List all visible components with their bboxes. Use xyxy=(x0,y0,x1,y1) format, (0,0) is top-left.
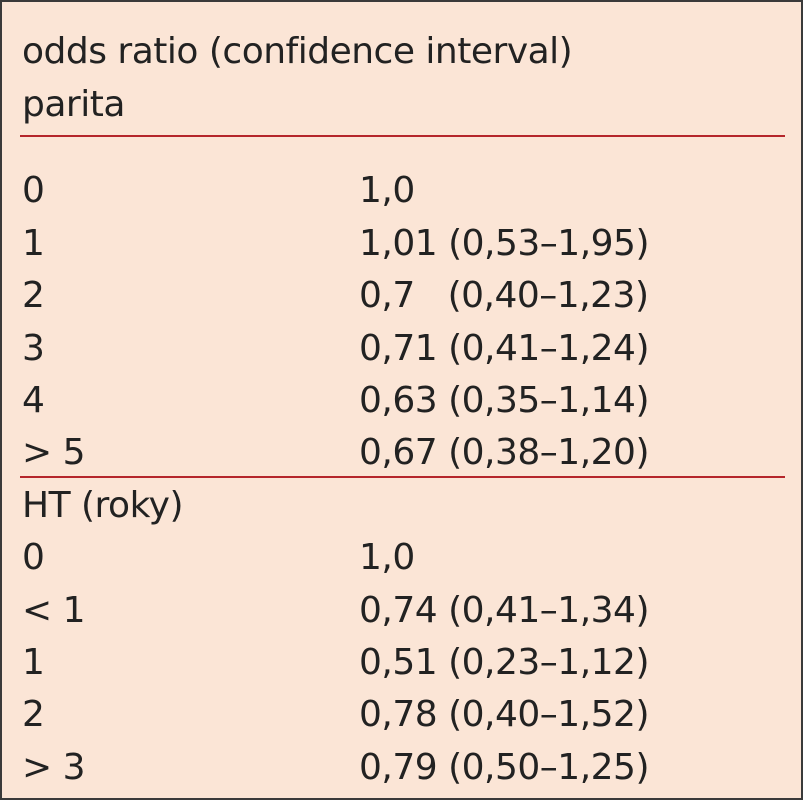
row-label: > 5 xyxy=(22,432,86,474)
row-value: 0,67 (0,38–1,20) xyxy=(359,432,650,474)
row-value: 0,79 (0,50–1,25) xyxy=(359,746,650,788)
table-title: odds ratio (confidence interval) xyxy=(22,31,573,72)
row-value: 0,78 (0,40–1,52) xyxy=(359,694,650,736)
row-value: 0,7 (0,40–1,23) xyxy=(359,275,649,317)
row-label: 2 xyxy=(22,275,45,317)
row-value: 1,0 xyxy=(359,170,415,212)
section-title: parita xyxy=(22,84,125,125)
row-value: 1,0 xyxy=(359,537,415,579)
row-label: 3 xyxy=(22,327,45,369)
row-label: < 1 xyxy=(22,589,86,631)
row-value: 1,01 (0,53–1,95) xyxy=(359,222,650,264)
row-label: 4 xyxy=(22,380,45,421)
row-value: 0,74 (0,41–1,34) xyxy=(359,589,650,631)
row-value: 0,71 (0,41–1,24) xyxy=(359,327,650,369)
row-label: > 3 xyxy=(22,746,86,788)
row-label: 2 xyxy=(22,694,45,736)
row-label: 0 xyxy=(22,537,45,579)
row-label: 1 xyxy=(22,642,45,683)
row-value: 0,51 (0,23–1,12) xyxy=(359,642,650,683)
row-value: 0,63 (0,35–1,14) xyxy=(359,380,650,421)
section-title: HT (roky) xyxy=(22,484,184,526)
row-label: 0 xyxy=(22,170,45,212)
row-label: 1 xyxy=(22,222,45,264)
divider xyxy=(20,475,785,478)
divider xyxy=(20,135,785,137)
